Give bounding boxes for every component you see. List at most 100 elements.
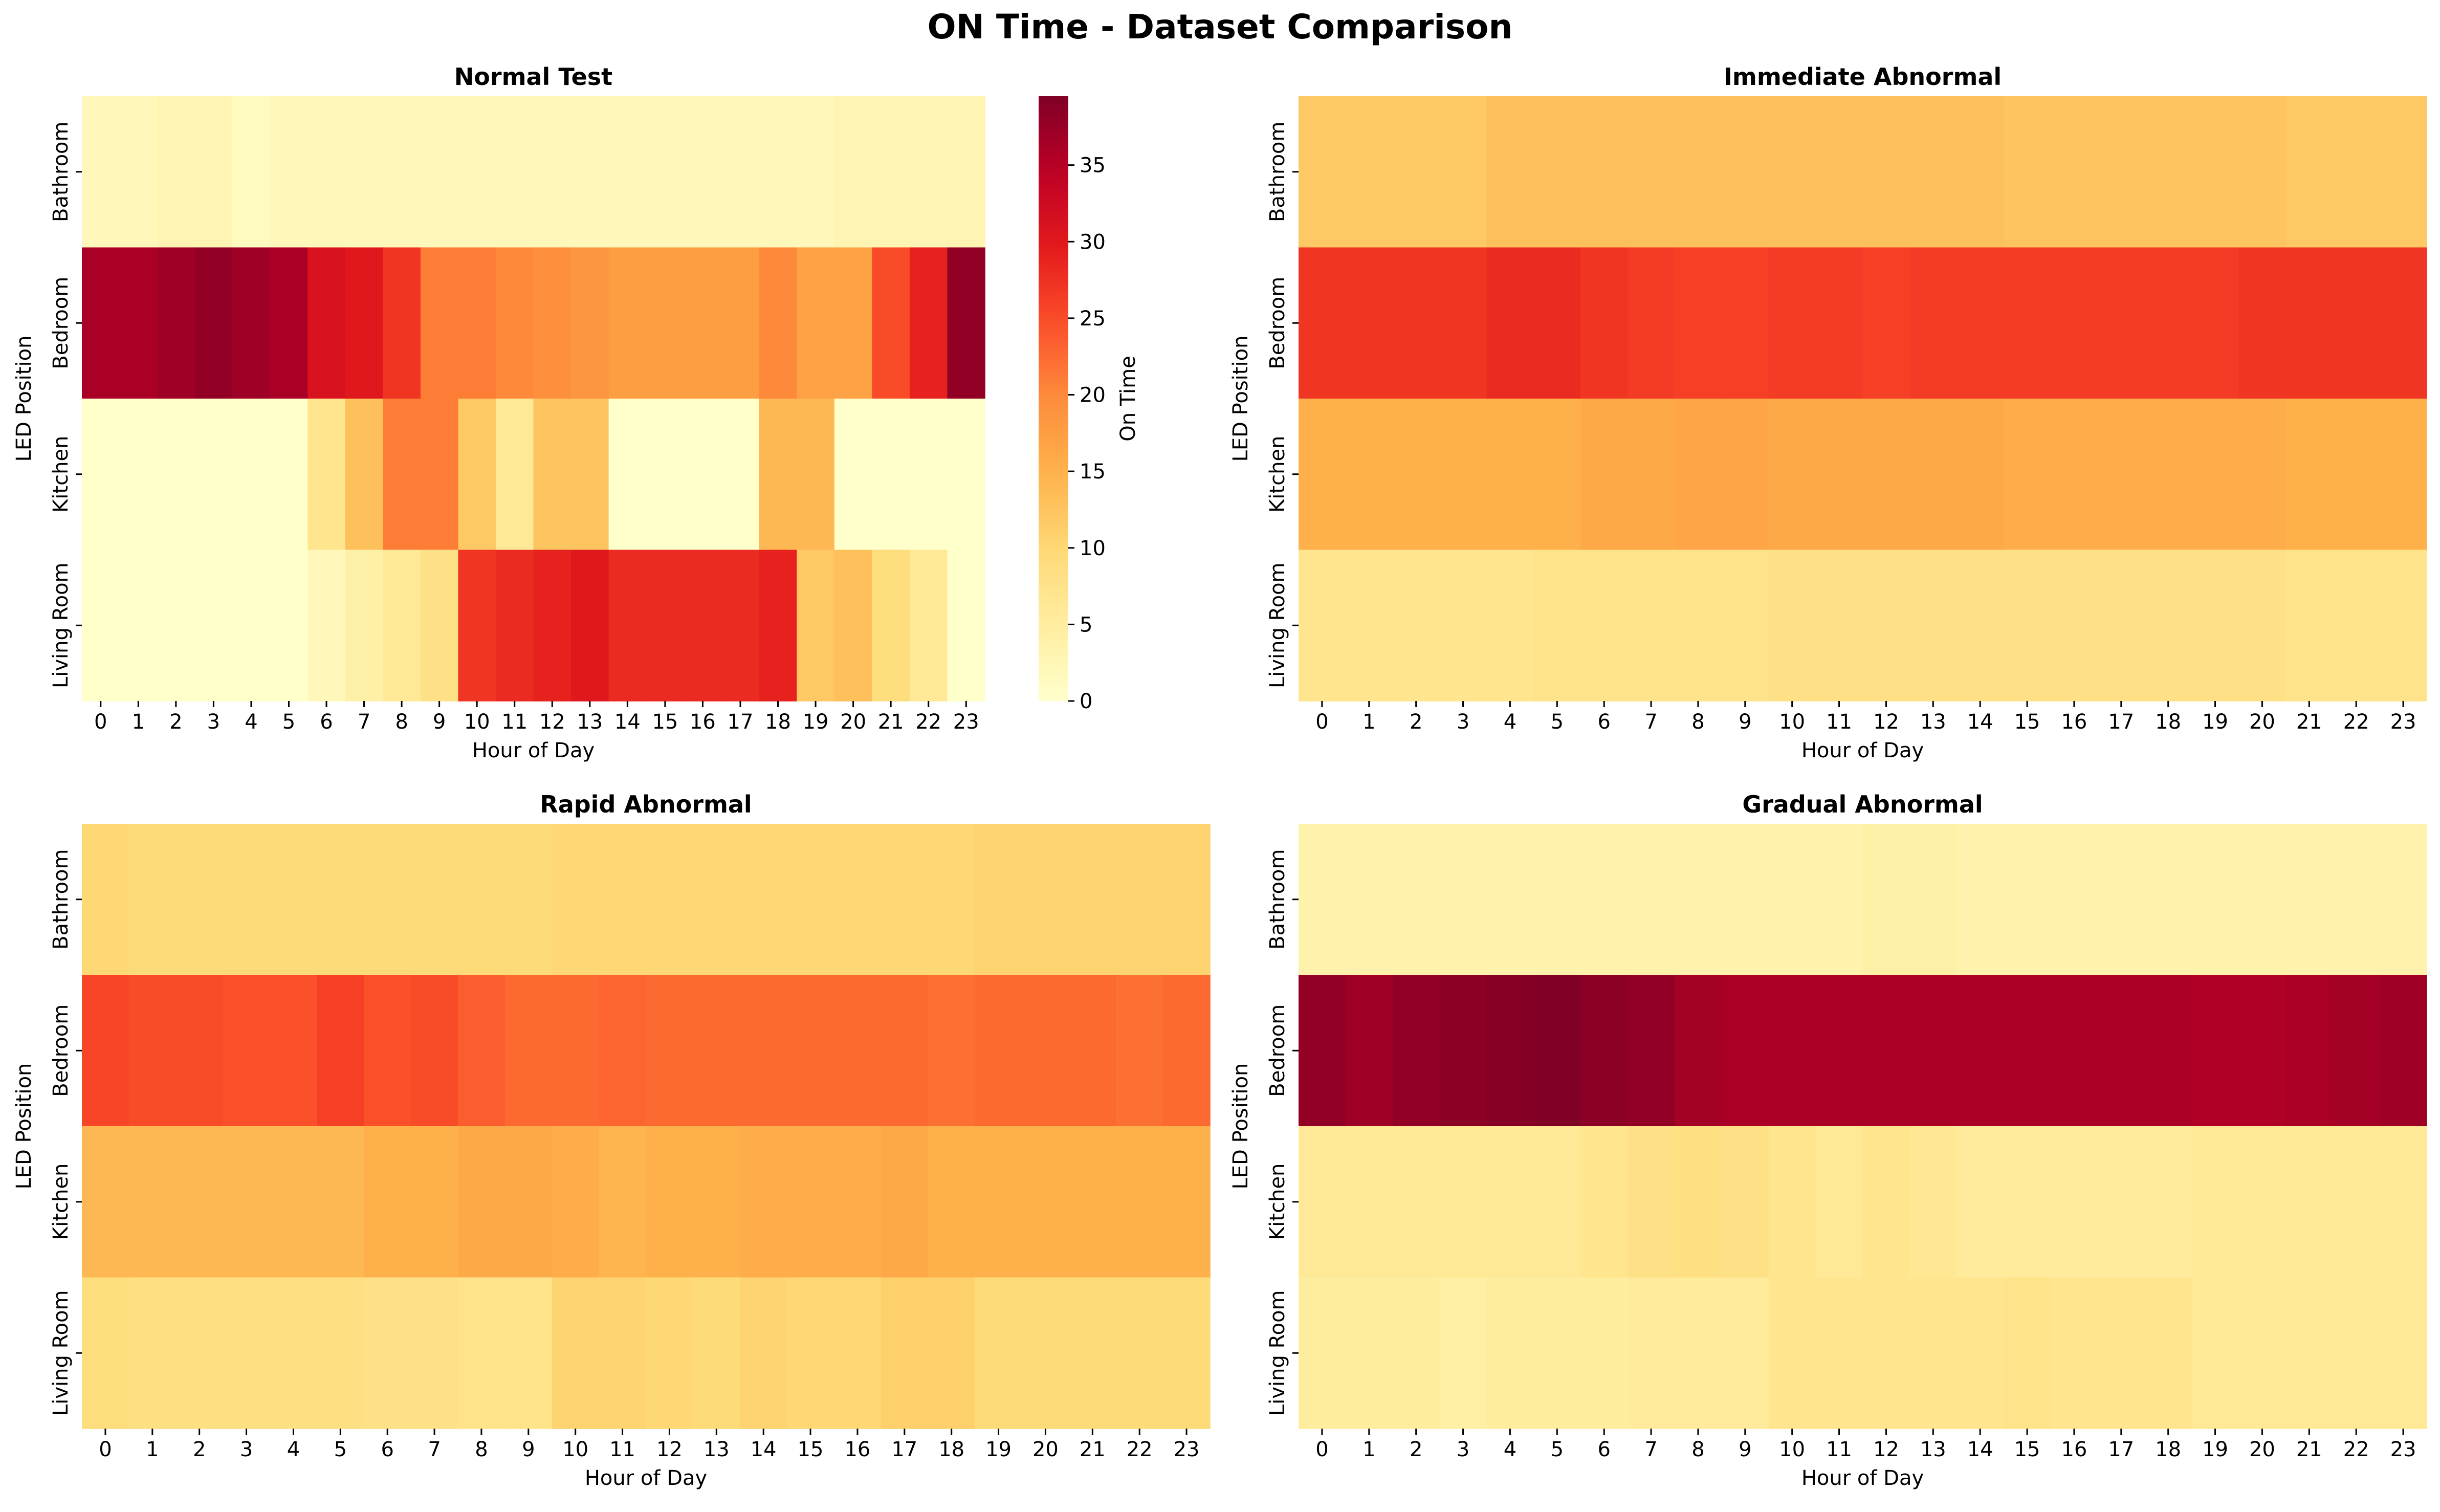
figure-title: ON Time - Dataset Comparison (927, 7, 1513, 47)
heatmap-cell (1721, 399, 1769, 551)
colorbar-label: On Time (1116, 356, 1140, 441)
x-tick-label: 4 (287, 1438, 300, 1461)
heatmap-cell (2380, 399, 2427, 551)
heatmap-cell (2004, 1277, 2051, 1429)
panel-title: Rapid Abnormal (540, 791, 752, 818)
heatmap-cell (1862, 1277, 1910, 1429)
heatmap-cell (1580, 1126, 1628, 1278)
heatmap-cell (1675, 247, 1722, 399)
heatmap-cell (1116, 824, 1163, 976)
heatmap-cell (157, 550, 195, 702)
heatmap-cell (1815, 824, 1863, 976)
heatmap-cell (740, 1277, 787, 1429)
x-tick-label: 0 (99, 1438, 112, 1461)
heatmap-cell (693, 1126, 741, 1278)
heatmap-cell (1957, 96, 2004, 248)
y-axis-label: LED Position (1229, 336, 1252, 462)
heatmap-cell (458, 975, 505, 1127)
heatmap-cell (1533, 975, 1581, 1127)
panel-title: Gradual Abnormal (1742, 791, 1983, 818)
heatmap-cell (458, 550, 496, 702)
heatmap-cell (1345, 550, 1393, 702)
heatmap-cell (599, 1126, 647, 1278)
heatmap-cell (2333, 1277, 2380, 1429)
x-tick-label: 12 (1873, 1438, 1899, 1461)
heatmap-cell (2380, 1277, 2427, 1429)
y-tick-label: Kitchen (49, 436, 73, 513)
heatmap-cell (947, 550, 985, 702)
heatmap-cell (1392, 399, 1440, 551)
heatmap-cell (740, 824, 787, 976)
heatmap-cell (1768, 1277, 1816, 1429)
heatmap-cell (2380, 247, 2427, 399)
heatmap-cell (1392, 247, 1440, 399)
x-tick-label: 11 (1826, 1438, 1852, 1461)
x-tick-label: 16 (690, 710, 716, 734)
heatmap-cell (975, 824, 1023, 976)
heatmap-cell (317, 824, 365, 976)
heatmap-cell (881, 1277, 929, 1429)
heatmap-cell (571, 96, 609, 248)
heatmap-cell (909, 399, 948, 551)
heatmap-cell (571, 399, 609, 551)
heatmap-cell (1909, 399, 1958, 551)
colorbar-tick-label: 20 (1080, 384, 1106, 407)
x-tick-label: 1 (1362, 1438, 1375, 1461)
heatmap-cell (504, 1126, 553, 1278)
heatmap-cell (1163, 1126, 1211, 1278)
heatmap-cell (872, 96, 910, 248)
heatmap-cell (2238, 247, 2287, 399)
heatmap-cell (270, 550, 309, 702)
heatmap-cell (2285, 399, 2334, 551)
heatmap-cell (270, 399, 309, 551)
heatmap-cell (2051, 975, 2098, 1127)
heatmap-cell (1439, 824, 1487, 976)
heatmap-cell (533, 96, 571, 248)
heatmap-cell (495, 247, 534, 399)
heatmap-cell (175, 824, 224, 976)
heatmap-cell (2380, 824, 2427, 976)
heatmap-cell (420, 96, 459, 248)
heatmap-cell (458, 1277, 505, 1429)
x-tick-label: 12 (1873, 710, 1899, 734)
heatmap-cell (1628, 1126, 1675, 1278)
heatmap-cell (1299, 824, 1346, 976)
heatmap-cell (495, 399, 534, 551)
heatmap-cell (787, 824, 834, 976)
y-tick-label: Living Room (1266, 1290, 1289, 1416)
x-tick-label: 23 (953, 710, 979, 734)
x-tick-label: 10 (1779, 710, 1805, 734)
heatmap-cell (1957, 824, 2004, 976)
x-tick-label: 12 (656, 1438, 683, 1461)
x-tick-label: 6 (1597, 1438, 1610, 1461)
heatmap-cell (1721, 1126, 1769, 1278)
heatmap-cell (364, 975, 411, 1127)
heatmap-cell (1862, 399, 1910, 551)
heatmap-cell (1909, 824, 1958, 976)
heatmap-cell (317, 1126, 365, 1278)
heatmap-cell (1299, 399, 1346, 551)
heatmap-cell (270, 1277, 318, 1429)
heatmap-cell (364, 824, 411, 976)
heatmap-cell (1815, 399, 1863, 551)
heatmap-cell (2238, 975, 2287, 1127)
x-tick-label: 7 (1644, 710, 1657, 734)
heatmap-cell (194, 399, 233, 551)
heatmap-cell (1768, 399, 1816, 551)
heatmap-cell (2097, 1277, 2145, 1429)
x-tick-label: 22 (915, 710, 941, 734)
heatmap-cell (2051, 1126, 2098, 1278)
heatmap-cell (1345, 399, 1393, 551)
heatmap-cell (504, 975, 553, 1127)
x-tick-label: 8 (1691, 1438, 1704, 1461)
heatmap-cell (1299, 96, 1346, 248)
heatmap-cell (2191, 247, 2239, 399)
x-tick-label: 6 (320, 710, 333, 734)
heatmap-cell (571, 550, 609, 702)
heatmap-cell (1439, 550, 1487, 702)
heatmap-cell (947, 96, 985, 248)
heatmap-cell (1345, 975, 1393, 1127)
panel-title: Normal Test (454, 63, 612, 91)
heatmap-cell (693, 1277, 741, 1429)
heatmap-cell (128, 975, 177, 1127)
